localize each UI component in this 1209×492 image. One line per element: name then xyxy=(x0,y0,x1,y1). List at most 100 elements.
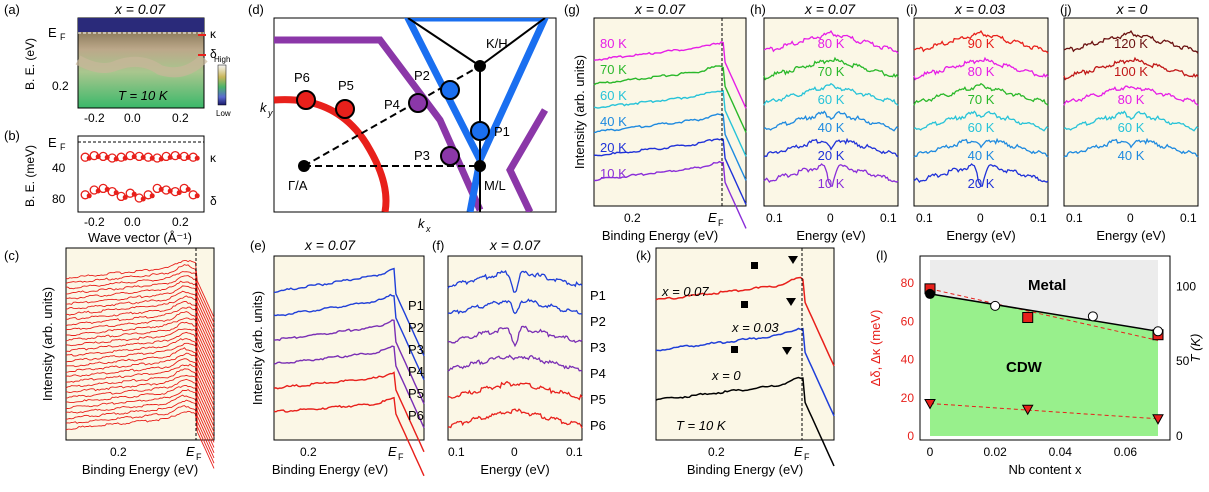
b-point-dot xyxy=(194,155,200,161)
panel-e-plot xyxy=(273,255,425,441)
panel-e-title: x = 0.07 xyxy=(304,237,356,253)
panel-k-xlabel: Binding Energy (eV) xyxy=(687,462,803,477)
l-ytick-left: 40 xyxy=(901,353,915,367)
panel-e-label: (e) xyxy=(250,238,266,253)
f-curve-label: P3 xyxy=(590,340,606,355)
panel-j: (j) x = 0 120 K 100 K 80 K 60 K 40 K 0.1 0 0… xyxy=(1060,1,1199,243)
j-curves-temp-label: 80 K xyxy=(1118,92,1145,107)
panel-b-label: (b) xyxy=(4,128,20,143)
label-p2: P2 xyxy=(414,68,430,83)
c-curve xyxy=(65,352,215,412)
svg-text:y: y xyxy=(267,108,273,118)
h-xtick-2: 0.1 xyxy=(880,211,897,225)
f-curve-P6 xyxy=(447,408,583,429)
f-curve-label: P1 xyxy=(590,288,606,303)
g-temp-label: 20 K xyxy=(600,140,627,155)
c-curve xyxy=(65,338,215,396)
panel-f-curves: P1 P2 P3 P4 P5 P6 xyxy=(447,270,606,433)
b-point-dot xyxy=(122,194,128,200)
g-ef: E xyxy=(708,210,717,225)
b-xtick-2: 0.2 xyxy=(172,215,189,229)
j-curves-curve xyxy=(1063,110,1199,132)
panel-a-kappa: κ xyxy=(210,27,217,41)
t-point xyxy=(1087,311,1098,322)
h-xtick-0: 0.1 xyxy=(766,211,783,225)
cb-low: Low xyxy=(216,109,231,118)
g-curve xyxy=(593,138,747,205)
b-point-dot xyxy=(149,193,155,199)
svg-text:F: F xyxy=(60,32,66,42)
c-curve xyxy=(65,285,215,344)
l-ytick-left: 60 xyxy=(901,314,915,328)
label-p1: P1 xyxy=(494,124,510,139)
i-curves-temp-label: 20 K xyxy=(968,176,995,191)
i-curves-curve xyxy=(913,56,1049,81)
b-xtick-1: 0.0 xyxy=(124,215,141,229)
panel-l-ylabel-left: Δδ, Δκ (meV) xyxy=(868,310,883,387)
panel-e-ylabel: Intensity (arb. units) xyxy=(250,291,265,405)
point-p4 xyxy=(408,93,428,113)
l-ytick-right: 100 xyxy=(1176,279,1196,293)
svg-text:F: F xyxy=(398,452,404,462)
h-curves-temp-label: 80 K xyxy=(818,36,845,51)
b-ytick-80: 80 xyxy=(52,192,66,206)
panel-a-temp: T = 10 K xyxy=(118,88,169,103)
panel-i-curves: 90 K 80 K 70 K 60 K 40 K 20 K xyxy=(913,29,1049,191)
label-p4: P4 xyxy=(384,97,400,112)
svg-text:F: F xyxy=(718,218,724,228)
h-curves-curve xyxy=(763,163,899,187)
c-curve xyxy=(65,405,215,464)
i-curves-curve xyxy=(913,29,1049,54)
f-xtick-2: 0.1 xyxy=(566,445,583,459)
c-curve xyxy=(65,306,215,365)
point-p6 xyxy=(296,90,316,110)
point-p1 xyxy=(470,121,490,141)
panel-a-ylabel: B. E. (eV) xyxy=(23,38,37,90)
l-xtick: 0.02 xyxy=(983,445,1007,459)
c-xtick: 0.2 xyxy=(110,445,127,459)
e-ef: E xyxy=(388,444,397,459)
f-curve-label: P4 xyxy=(590,366,606,381)
j-curves-temp-label: 100 K xyxy=(1114,64,1148,79)
label-kh: K/H xyxy=(486,36,508,51)
panel-g-title: x = 0.07 xyxy=(634,1,686,17)
kappa-fit xyxy=(929,403,1159,420)
j-xtick-2: 0.1 xyxy=(1180,211,1197,225)
a-xtick-2: 0.2 xyxy=(172,111,189,125)
c-curve xyxy=(65,363,215,422)
j-xtick-1: 0 xyxy=(1127,211,1134,225)
c-ef: E xyxy=(186,444,195,459)
h-curves-temp-label: 40 K xyxy=(818,120,845,135)
c-curve xyxy=(65,271,215,329)
e-curve-label: P2 xyxy=(408,320,424,335)
e-curve-P1 xyxy=(273,267,425,357)
svg-text:F: F xyxy=(804,452,810,462)
panel-l: (l) Metal CDW 0 20 40 60 80 0 50 100 0 0.02 0.04 0.… xyxy=(868,248,1203,477)
c-curve xyxy=(65,368,215,427)
h-curves-temp-label: 10 K xyxy=(818,176,845,191)
h-curves-temp-label: 70 K xyxy=(818,64,845,79)
panel-k: (k) x = 0.07 x = 0.03 x = 0 T = 10 K 0.2… xyxy=(636,247,835,477)
k-curve xyxy=(655,376,835,467)
panel-i: (i) x = 0.03 90 K 80 K 70 K 60 K 40 K 20 K 0.… xyxy=(906,1,1049,243)
panel-b-ef: E xyxy=(48,135,57,150)
c-curve xyxy=(65,300,215,360)
c-curve xyxy=(66,275,215,334)
h-curves-curve xyxy=(763,56,899,81)
panel-a: (a) x = 0.07 E F B. E. (eV) 0.2 T = 10 K… xyxy=(4,1,231,125)
panel-i-title: x = 0.03 xyxy=(954,1,1005,17)
c-curve xyxy=(65,264,215,323)
f-curve-label: P6 xyxy=(590,418,606,433)
b-point-dot xyxy=(185,186,191,192)
t-point xyxy=(1153,326,1163,337)
k-xtick: 0.2 xyxy=(708,445,725,459)
panel-k-plot xyxy=(655,247,835,441)
c-curve xyxy=(65,358,215,417)
l-xtick: 0.06 xyxy=(1114,445,1138,459)
h-xtick-1: 0 xyxy=(827,211,834,225)
c-curve xyxy=(65,331,215,391)
h-curves-curve xyxy=(763,137,899,158)
g-curve xyxy=(593,40,747,109)
i-curves-curve xyxy=(913,82,1049,106)
